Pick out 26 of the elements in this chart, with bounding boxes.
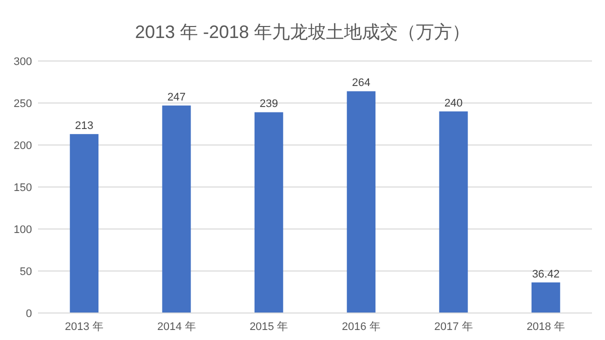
data-label: 247 bbox=[167, 92, 186, 104]
bar bbox=[70, 134, 98, 313]
data-label: 240 bbox=[444, 97, 463, 110]
x-tick-label: 2018 年 bbox=[526, 321, 566, 333]
data-label: 264 bbox=[352, 77, 370, 90]
data-label: 239 bbox=[260, 98, 278, 110]
chart-title: 2013 年 -2018 年九龙坡土地成交（万方） bbox=[134, 22, 470, 42]
x-tick-label: 2017 年 bbox=[434, 321, 473, 333]
data-label: 36.42 bbox=[532, 268, 560, 280]
y-tick-label: 150 bbox=[14, 182, 32, 194]
y-tick-label: 50 bbox=[20, 266, 32, 278]
data-label: 213 bbox=[74, 120, 94, 132]
y-tick-label: 250 bbox=[14, 98, 32, 110]
y-tick-label: 100 bbox=[14, 224, 32, 236]
x-tick-label: 2015 年 bbox=[250, 321, 288, 333]
bar bbox=[254, 112, 284, 313]
y-tick-label: 0 bbox=[26, 308, 32, 320]
x-tick-label: 2014 年 bbox=[157, 321, 196, 333]
y-tick-label: 300 bbox=[14, 56, 32, 68]
bar bbox=[532, 282, 560, 313]
x-tick-label: 2013 年 bbox=[64, 321, 104, 333]
bar bbox=[439, 111, 468, 313]
y-tick-label: 200 bbox=[14, 140, 32, 152]
bar bbox=[346, 91, 376, 313]
bar bbox=[162, 106, 191, 313]
x-tick-label: 2016 年 bbox=[342, 321, 380, 333]
